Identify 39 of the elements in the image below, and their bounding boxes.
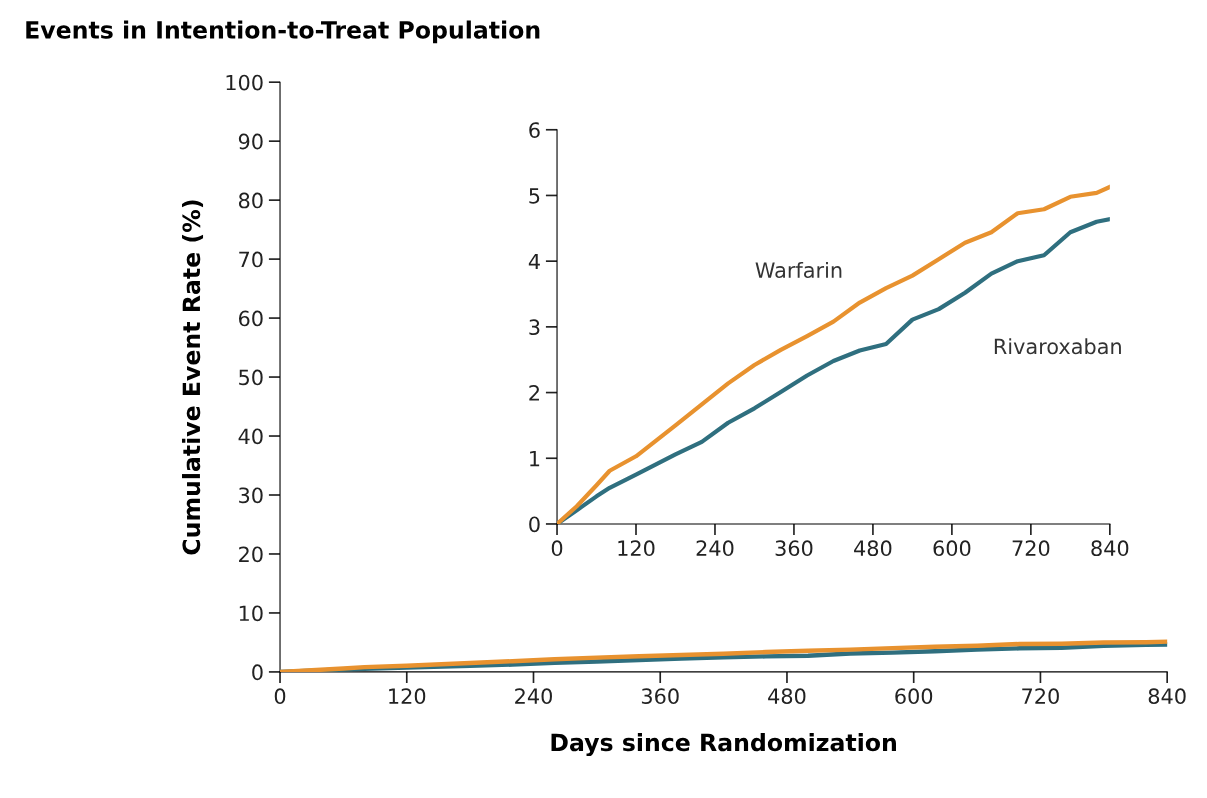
y-tick-label: 50 <box>239 369 263 386</box>
y-tick-label: 90 <box>238 133 263 150</box>
y-tick-label: 40 <box>238 428 263 445</box>
y-tick-label: 60 <box>239 310 263 327</box>
y-tick-label: 20 <box>239 546 263 563</box>
x-tick-label: 600 <box>895 688 933 705</box>
y-tick-label: 2 <box>529 385 539 401</box>
series-label: Warfarin <box>755 261 842 279</box>
x-tick-label: 480 <box>854 540 892 557</box>
y-tick-label: 0 <box>529 516 540 533</box>
x-tick-label: 840 <box>1091 540 1129 557</box>
y-tick-label: 1 <box>530 450 540 467</box>
x-tick-label: 360 <box>641 688 679 705</box>
x-tick-label: 120 <box>389 688 426 705</box>
text: Rivaroxaban <box>994 338 1121 355</box>
x-tick-label: 840 <box>1148 688 1186 705</box>
y-tick-label: 100 <box>226 74 263 91</box>
x-tick-label: 480 <box>768 688 806 705</box>
y-tick-label: 6 <box>529 122 540 138</box>
x-tick-label: 0 <box>274 688 286 705</box>
x-tick-label: 120 <box>618 540 655 557</box>
x-tick-label: 240 <box>515 688 552 705</box>
x-axis-title: Days since Randomization <box>551 733 896 757</box>
y-tick-label: 4 <box>528 253 540 270</box>
y-tick-label: 30 <box>239 487 263 504</box>
x-tick-label: 0 <box>551 540 563 557</box>
y-tick-label: 80 <box>238 192 263 209</box>
y-tick-label: 3 <box>529 319 540 336</box>
x-tick-label: 600 <box>933 540 971 557</box>
x-tick-label: 240 <box>696 540 734 557</box>
y-tick-label: 10 <box>239 605 263 622</box>
chart-title: Events in Intention-to-Treat Population <box>26 20 540 44</box>
x-tick-label: 720 <box>1022 688 1059 705</box>
x-tick-label: 360 <box>775 540 813 557</box>
y-tick-label: 5 <box>529 188 540 204</box>
x-tick-label: 720 <box>1012 540 1050 557</box>
y-axis-title: Cumulative Event Rate (%) <box>181 200 204 555</box>
y-tick-label: 70 <box>239 251 263 268</box>
y-tick-label: 0 <box>252 664 263 681</box>
